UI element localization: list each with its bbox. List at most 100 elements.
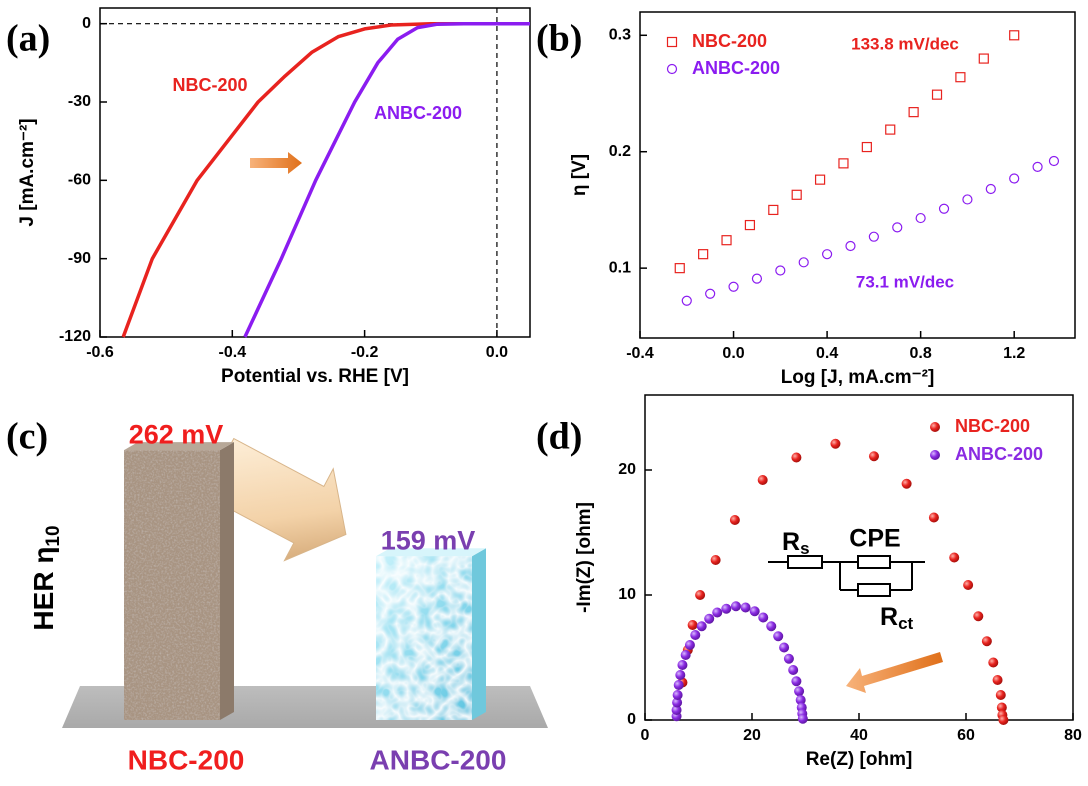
data-point [982,636,992,646]
circuit-label-sub: ct [898,614,913,633]
y-tick-label: -30 [68,93,91,110]
x-tick-label: 60 [957,727,975,744]
legend-label: NBC-200 [955,416,1030,436]
data-point [682,296,691,305]
data-point [758,613,768,623]
data-point [731,601,741,611]
circuit-inset [768,556,925,596]
data-point [839,159,848,168]
data-point [730,515,740,525]
value-label: 159 mV [381,525,476,555]
x-tick-label: 40 [850,727,868,744]
x-tick-label: -0.4 [626,345,654,362]
data-point [673,690,683,700]
legend-marker [930,450,940,460]
panel-label: (d) [536,416,582,458]
data-point [963,580,973,590]
data-point [722,236,731,245]
data-point [792,190,801,199]
annotation: 133.8 mV/dec [851,34,959,53]
panel-label: (b) [536,18,582,60]
data-point [681,650,691,660]
data-point [973,611,983,621]
data-point [893,223,902,232]
data-point [830,439,840,449]
data-point [769,205,778,214]
data-point [886,125,895,134]
y-tick-label: -120 [59,328,91,345]
data-point [784,654,794,664]
y-tick-label: 20 [618,461,636,478]
x-tick-label: 20 [743,727,761,744]
data-point [773,631,783,641]
data-point [791,676,801,686]
data-point [690,630,700,640]
circuit-label-main: R [880,603,898,631]
data-point [750,606,760,616]
y-axis-title-main: HER η [28,547,59,631]
data-point [794,686,804,696]
data-point [706,289,715,298]
circuit-label: CPE [849,525,900,553]
data-point [766,621,776,631]
legend-marker [668,65,677,74]
data-point [1010,174,1019,183]
data-point [779,643,789,653]
data-point [933,90,942,99]
data-point [758,475,768,485]
data-point [675,264,684,273]
figure: (a)-0.6-0.4-0.20.00-30-60-90-120Potentia… [0,0,1088,786]
data-point [776,266,785,275]
data-point [752,274,761,283]
data-point [996,690,1006,700]
circuit-label-main: R [782,528,800,556]
data-point [791,453,801,463]
category-label: ANBC-200 [370,744,507,775]
y-tick-label: 0.3 [609,27,631,44]
x-tick-label: 0.8 [910,345,932,362]
bar [124,450,220,720]
series-label: ANBC-200 [374,103,462,123]
legend-label: ANBC-200 [955,444,1043,464]
x-tick-label: 0.4 [816,345,838,362]
data-point [993,675,1003,685]
circuit-label-sub: s [800,539,809,558]
data-point [675,670,685,680]
data-point [862,143,871,152]
data-point [929,513,939,523]
bar [376,556,472,720]
y-axis-title: -Im(Z) [ohm] [574,502,595,613]
data-point [704,614,714,624]
data-point [695,590,705,600]
data-point [674,680,684,690]
data-point [979,54,988,63]
y-axis-title-sub: 10 [43,525,64,546]
plot-frame [100,8,530,337]
y-tick-label: -60 [68,172,91,189]
data-point [816,175,825,184]
data-point [963,195,972,204]
y-tick-label: 0.1 [609,259,631,276]
data-point [1033,162,1042,171]
y-tick-label: 0 [627,711,636,728]
data-point [685,640,695,650]
data-point [869,232,878,241]
x-axis-title: Potential vs. RHE [V] [221,366,409,387]
data-point [1049,157,1058,166]
x-tick-label: 0.0 [722,345,744,362]
x-tick-label: -0.6 [86,344,114,361]
line-series [245,24,530,337]
x-tick-label: 0.0 [486,344,508,361]
data-point [823,250,832,259]
x-tick-label: 0 [641,727,650,744]
y-axis-title: J [mA.cm⁻²] [17,118,38,226]
y-axis-title: HER η10 [28,525,64,630]
data-point [745,221,754,230]
data-point [869,451,879,461]
data-point [729,282,738,291]
circuit-label: Rct [880,603,914,634]
data-point [699,250,708,259]
data-point [799,258,808,267]
data-point [940,204,949,213]
data-point [788,665,798,675]
